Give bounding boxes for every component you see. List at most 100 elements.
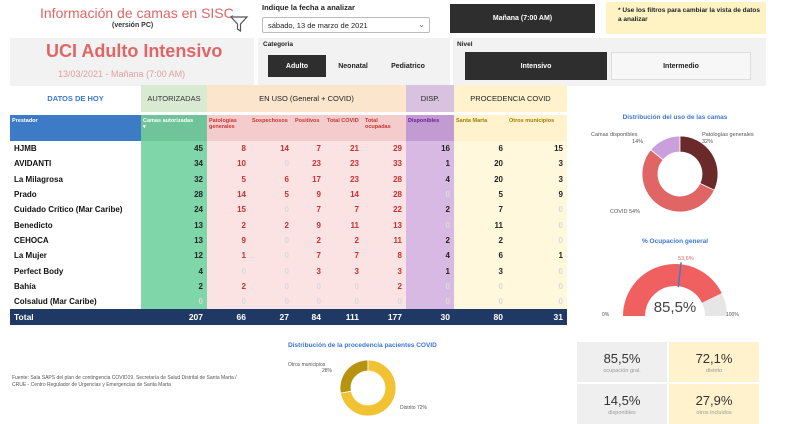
table-row[interactable]: Perfect Body 4 0 0 3 3 3 1 3 0 xyxy=(10,263,567,279)
value-cell: 0 xyxy=(507,278,567,294)
column-header[interactable]: Sospechosos xyxy=(250,115,293,141)
column-header-label: Camas autorizadas xyxy=(143,118,194,124)
label-disponibles-pct: 14% xyxy=(632,139,643,145)
value-cell: 9 xyxy=(207,232,250,249)
table-row[interactable]: Benedicto 13 2 2 9 11 13 0 11 0 xyxy=(10,217,567,233)
value-cell: 2 xyxy=(325,232,363,249)
value-cell: 207 xyxy=(141,309,207,326)
value-cell: 7 xyxy=(293,202,325,218)
column-header[interactable]: Otros municipios xyxy=(507,115,567,141)
value-cell: 45 xyxy=(141,141,207,157)
donut-slice-otros-municipios[interactable] xyxy=(339,359,369,394)
table-row[interactable]: Bahía 2 2 0 0 0 2 0 0 0 xyxy=(10,278,567,294)
chevron-down-icon: ⌄ xyxy=(418,20,425,29)
occupancy-gauge: 85,5% 53,6% 0% 100% xyxy=(602,256,739,318)
column-header[interactable]: Total ocupadas xyxy=(363,115,406,141)
prestador-cell: Cuidado Crítico (Mar Caribe) xyxy=(14,205,123,215)
date-value: sábado, 13 de marzo de 2021 xyxy=(268,21,368,30)
shift-selector[interactable]: Mañana (7:00 AM) xyxy=(450,4,595,33)
value-cell: 28 xyxy=(141,186,207,203)
prestador-cell: HJMB xyxy=(14,144,37,154)
value-cell: 2 xyxy=(141,278,207,294)
value-cell: 3 xyxy=(507,171,567,187)
value-cell: 111 xyxy=(325,309,363,326)
table-row[interactable]: Prado 28 14 5 9 14 28 0 5 9 xyxy=(10,186,567,203)
value-cell: 21 xyxy=(325,141,363,157)
value-cell: 2 xyxy=(406,202,454,218)
value-cell: 177 xyxy=(363,309,406,326)
categoria-option-adulto[interactable]: Adulto xyxy=(268,55,326,77)
page-subtitle: 13/03/2021 - Mañana (7:00 AM) xyxy=(58,69,186,79)
value-cell: 0 xyxy=(406,217,454,233)
column-header[interactable]: Patologías generales xyxy=(207,115,250,141)
value-cell: 28 xyxy=(363,186,406,203)
nivel-option-intensivo[interactable]: Intensivo xyxy=(465,52,607,80)
column-header[interactable]: Prestador xyxy=(10,115,141,141)
value-cell: 34 xyxy=(141,156,207,172)
column-header[interactable]: Total COVID xyxy=(325,115,363,141)
value-cell: 0 xyxy=(507,217,567,233)
value-cell: 0 xyxy=(250,156,293,172)
date-select[interactable]: sábado, 13 de marzo de 2021 ⌄ xyxy=(262,17,430,33)
categoria-option-pediatrico[interactable]: Pediatrico xyxy=(380,55,436,77)
value-cell: 1 xyxy=(507,248,567,264)
value-cell: 14 xyxy=(250,141,293,157)
value-cell: 2 xyxy=(207,217,250,233)
value-cell: 0 xyxy=(250,232,293,249)
value-cell: 0 xyxy=(325,293,363,310)
donut-slice-covid[interactable] xyxy=(641,149,715,213)
filter-icon[interactable] xyxy=(229,14,249,34)
prestador-cell: Benedicto xyxy=(14,220,53,230)
filter-note: * Use los filtros para cambiar la vista … xyxy=(606,2,766,34)
value-cell: 6 xyxy=(250,171,293,187)
value-cell: 80 xyxy=(454,309,507,326)
table-total-row[interactable]: Total 207 66 27 84 111 177 30 80 31 xyxy=(10,309,567,326)
categoria-option-neonatal[interactable]: Neonatal xyxy=(326,55,380,77)
value-cell: 13 xyxy=(363,217,406,233)
usage-donut-slices xyxy=(641,135,719,213)
value-cell: 0 xyxy=(363,293,406,310)
value-cell: 0 xyxy=(293,278,325,294)
nivel-label: Nivel xyxy=(457,41,473,48)
value-cell: 84 xyxy=(293,309,325,326)
source-note: Fuente: Sala SAPS del plan de contingenc… xyxy=(12,375,237,388)
value-cell: 0 xyxy=(250,278,293,294)
value-cell: 33 xyxy=(363,156,406,172)
column-header[interactable]: Positivos xyxy=(293,115,325,141)
value-cell: 20 xyxy=(454,156,507,172)
column-header[interactable]: Camas autorizadas ▾ xyxy=(141,115,207,141)
procedencia-donut-slices xyxy=(339,359,397,417)
gauge-value: 85,5% xyxy=(654,299,697,316)
table-row[interactable]: AVIDANTI 34 10 0 23 23 33 1 20 3 xyxy=(10,156,567,172)
value-cell: 0 xyxy=(207,293,250,310)
value-cell: 6 xyxy=(454,248,507,264)
value-cell: 5 xyxy=(207,171,250,187)
value-cell: 66 xyxy=(207,309,250,326)
categoria-label: Categoria xyxy=(263,41,293,48)
table-row[interactable]: CEHOCA 13 9 0 2 2 11 2 2 0 xyxy=(10,232,567,249)
value-cell: 6 xyxy=(454,141,507,157)
kpi-label: ocupación gral. xyxy=(603,367,641,374)
label-disponibles: Camas disponibles xyxy=(591,132,638,138)
table-row[interactable]: La Mujer 12 1 0 7 7 8 4 6 1 xyxy=(10,248,567,264)
column-header[interactable]: Disponibles xyxy=(406,115,454,141)
value-cell: 14 xyxy=(325,186,363,203)
table-row[interactable]: HJMB 45 8 14 7 21 29 16 6 15 xyxy=(10,141,567,157)
nivel-option-intermedio[interactable]: Intermedio xyxy=(611,52,751,80)
value-cell: 4 xyxy=(141,263,207,279)
table-row[interactable]: La Milagrosa 32 5 6 17 23 28 4 20 3 xyxy=(10,171,567,187)
usage-chart-title: Distribución del uso de las camas xyxy=(622,114,728,121)
donut-slice-distrito[interactable] xyxy=(340,359,397,417)
value-cell: 32 xyxy=(141,171,207,187)
section-procedencia: PROCEDENCIA COVID xyxy=(454,85,567,112)
table-row[interactable]: Colsalud (Mar Caribe) 0 0 0 0 0 0 0 0 0 xyxy=(10,293,567,310)
version-label: (versión PC) xyxy=(112,22,154,29)
value-cell: 3 xyxy=(363,263,406,279)
column-header[interactable]: Santa Marta xyxy=(454,115,507,141)
table-row[interactable]: Cuidado Crítico (Mar Caribe) 24 15 0 7 7 22 2 7 0 xyxy=(10,202,567,218)
value-cell: 15 xyxy=(207,202,250,218)
value-cell: 0 xyxy=(325,278,363,294)
report-title: Información de camas en SISC xyxy=(40,5,234,21)
kpi-value: 72,1% xyxy=(695,350,733,366)
value-cell: 12 xyxy=(141,248,207,264)
